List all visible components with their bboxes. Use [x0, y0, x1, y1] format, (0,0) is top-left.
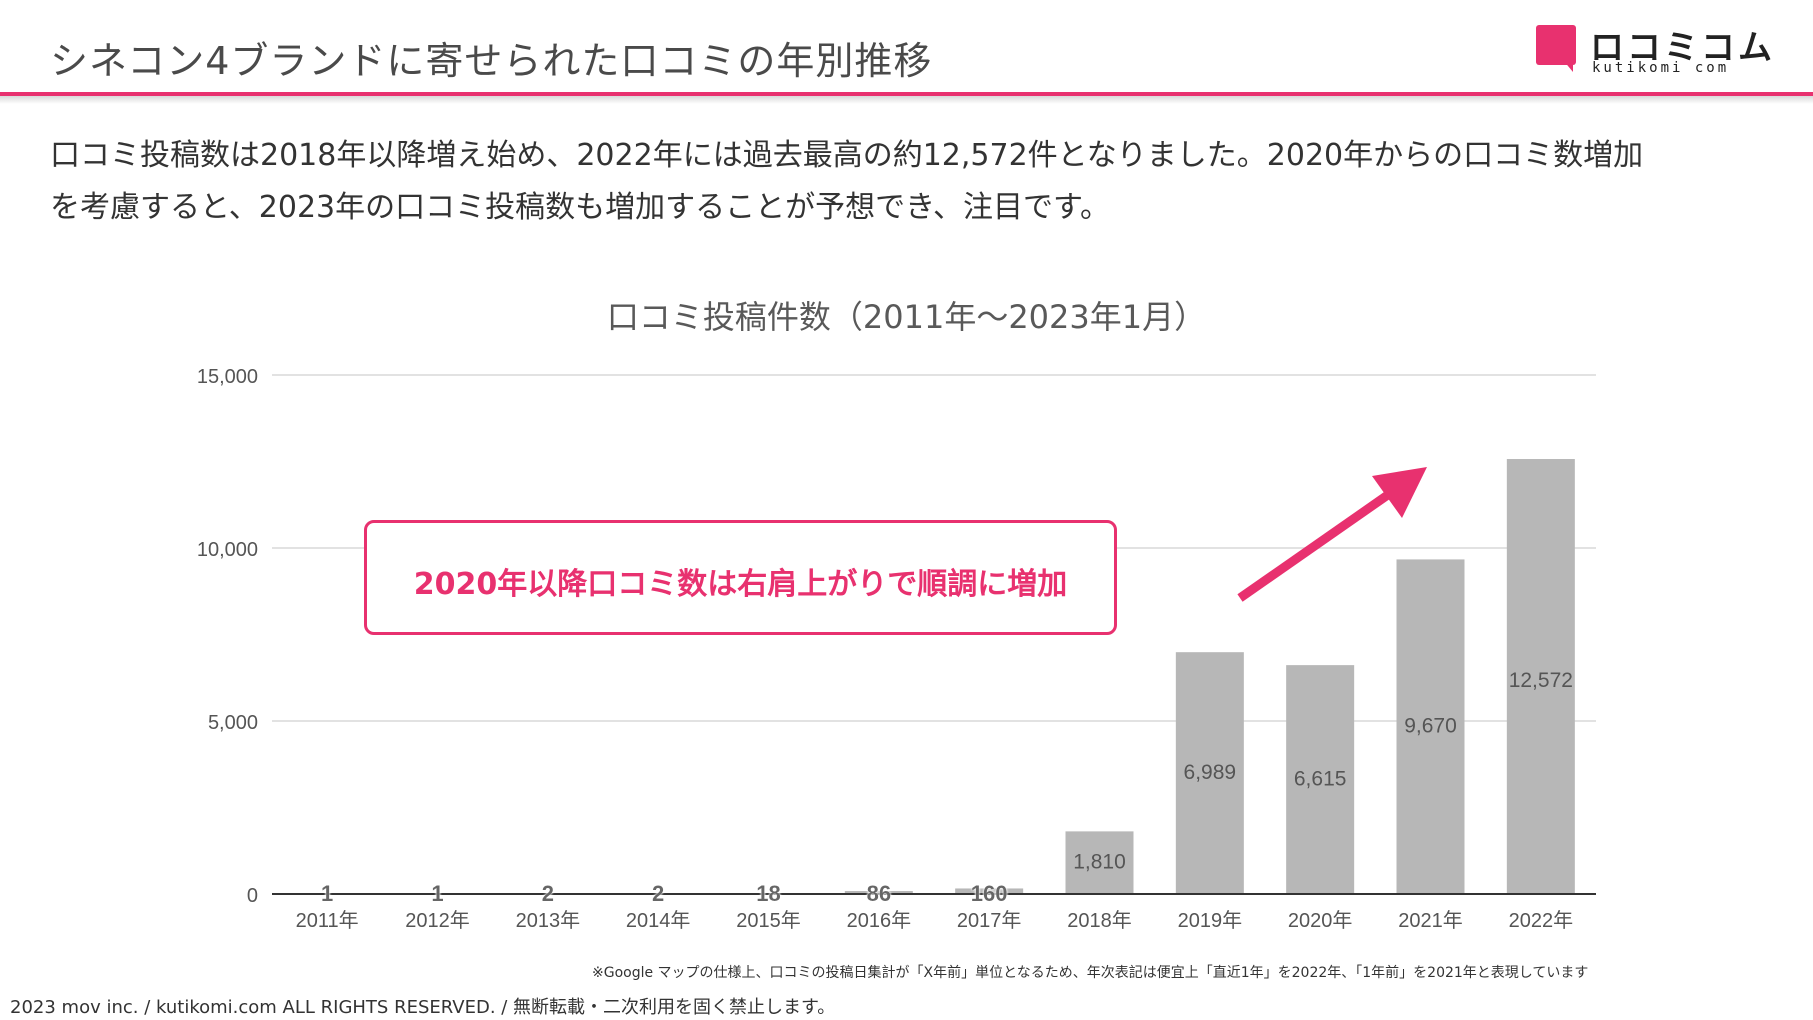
data-label: 18 — [756, 881, 780, 906]
data-label: 1 — [321, 881, 333, 906]
y-axis-ticks: 0 5,000 10,000 15,000 — [197, 366, 258, 907]
x-tick-label: 2014年 — [626, 909, 691, 932]
data-label: 1 — [431, 881, 443, 906]
header-shadow — [0, 96, 1813, 104]
data-label: 2 — [542, 881, 554, 906]
x-axis-ticks: 2011年 2012年 2013年 2014年 2015年 2016年 2017年 2018年… — [296, 909, 1573, 932]
bar — [1065, 831, 1134, 894]
callout-text: 2020年以降口コミ数は右肩上がりで順調に増加 — [413, 567, 1068, 602]
callout-box: 2020年以降口コミ数は右肩上がりで順調に増加 — [364, 520, 1117, 635]
trend-arrow-shaft — [1237, 488, 1395, 602]
x-tick-label: 2020年 — [1288, 909, 1353, 932]
chart-title: 口コミ投稿件数（2011年～2023年1月） — [606, 298, 1207, 336]
logo-icon-tail — [1563, 60, 1573, 72]
bar — [1175, 652, 1244, 894]
intro-text: 口コミ投稿数は2018年以降増え始め、2022年には過去最高の約12,572件と… — [50, 130, 1770, 234]
y-tick-label: 15,000 — [197, 366, 258, 388]
data-label: 12,572 — [1509, 669, 1573, 692]
x-tick-label: 2015年 — [736, 909, 801, 932]
bars — [293, 459, 1575, 894]
logo-text: ロコミコム — [1590, 28, 1775, 68]
x-tick-label: 2012年 — [405, 909, 470, 932]
data-label: 6,615 — [1294, 768, 1347, 791]
data-label: 1,810 — [1073, 851, 1126, 874]
page-title: シネコン4ブランドに寄せられた口コミの年別推移 — [50, 39, 933, 83]
bar — [1506, 459, 1575, 894]
logo-icon — [1536, 25, 1576, 65]
bar — [1396, 559, 1465, 894]
y-tick-label: 5,000 — [208, 712, 258, 734]
y-tick-label: 0 — [247, 885, 258, 907]
data-label: 6,989 — [1184, 761, 1237, 784]
x-tick-label: 2011年 — [296, 909, 359, 932]
intro-line-1: 口コミ投稿数は2018年以降増え始め、2022年には過去最高の約12,572件と… — [50, 138, 1644, 173]
x-tick-label: 2013年 — [516, 909, 581, 932]
trend-arrow — [1237, 467, 1427, 602]
x-tick-label: 2017年 — [957, 909, 1022, 932]
footnote: ※Google マップの仕様上、口コミの投稿日集計が「X年前」単位となるため、年… — [592, 965, 1589, 981]
copyright: 2023 mov inc. / kutikomi.com ALL RIGHTS … — [10, 997, 836, 1018]
data-label: 160 — [971, 881, 1008, 906]
intro-line-2: を考慮すると、2023年の口コミ投稿数も増加することが予想でき、注目です。 — [50, 190, 1111, 225]
logo: ロコミコム kutikomi com — [1536, 22, 1786, 82]
data-labels: 1 1 2 2 18 86 160 1,810 6,989 6,615 9,670 12,572 — [321, 669, 1573, 906]
trend-arrow-head — [1372, 467, 1427, 518]
x-tick-label: 2018年 — [1067, 909, 1132, 932]
data-label: 9,670 — [1404, 715, 1457, 738]
y-tick-label: 10,000 — [197, 539, 258, 561]
bar — [1286, 665, 1355, 894]
x-tick-label: 2019年 — [1178, 909, 1243, 932]
logo-subtext: kutikomi com — [1592, 60, 1730, 76]
bar — [955, 888, 1024, 894]
x-tick-label: 2022年 — [1509, 909, 1574, 932]
x-tick-label: 2021年 — [1398, 909, 1463, 932]
data-label: 2 — [652, 881, 664, 906]
bar — [844, 891, 913, 894]
data-label: 86 — [867, 881, 891, 906]
header-divider — [0, 92, 1813, 96]
x-tick-label: 2016年 — [847, 909, 912, 932]
